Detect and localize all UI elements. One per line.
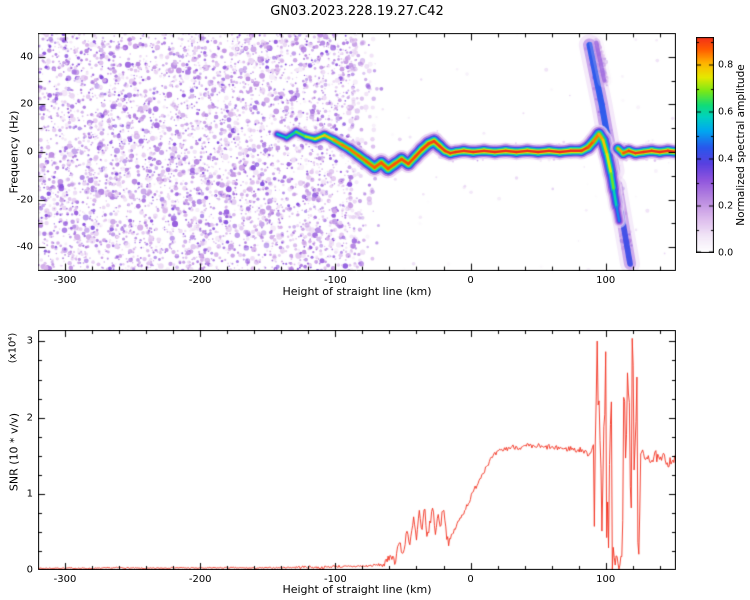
tick-label: -100: [324, 275, 347, 286]
snr-canvas: [38, 330, 676, 570]
snr-xaxis-label: Height of straight line (km): [282, 583, 432, 596]
tick-label: -200: [188, 275, 212, 286]
spectrogram-xaxis-label: Height of straight line (km): [282, 285, 432, 298]
snr-scale-label: (x10⁴): [7, 332, 19, 364]
tick-label: 0.4: [718, 153, 734, 165]
tick-label: 3: [26, 335, 33, 347]
colorbar-label: Normalized spectral amplitude: [735, 64, 747, 226]
colorbar-canvas: [696, 37, 714, 253]
tick-label: 0.8: [718, 59, 734, 71]
tick-label: 1: [26, 488, 33, 500]
tick-label: -40: [16, 241, 33, 253]
tick-label: 100: [596, 574, 616, 585]
spectrogram-yaxis-label: Frequency (Hz): [7, 110, 21, 194]
snr-yaxis-label: SNR (10 * v/v): [7, 412, 21, 492]
tick-label: 0.6: [718, 106, 734, 118]
tick-label: 0: [26, 146, 33, 158]
tick-label: -300: [53, 275, 77, 286]
tick-label: 20: [20, 98, 33, 110]
tick-label: -100: [324, 574, 347, 585]
tick-label: 0: [467, 275, 474, 286]
tick-label: 40: [20, 51, 33, 63]
tick-label: 0: [467, 574, 474, 585]
spectrogram-canvas: [38, 33, 676, 271]
tick-label: 0.2: [718, 200, 734, 212]
tick-label: 100: [596, 275, 616, 286]
tick-label: -20: [16, 194, 33, 206]
tick-label: -200: [188, 574, 212, 585]
figure-title: GN03.2023.228.19.27.C42: [270, 4, 444, 19]
tick-label: 2: [26, 412, 33, 424]
tick-label: -300: [53, 574, 77, 585]
tick-label: 0.0: [718, 247, 734, 259]
tick-label: 0: [26, 564, 33, 576]
